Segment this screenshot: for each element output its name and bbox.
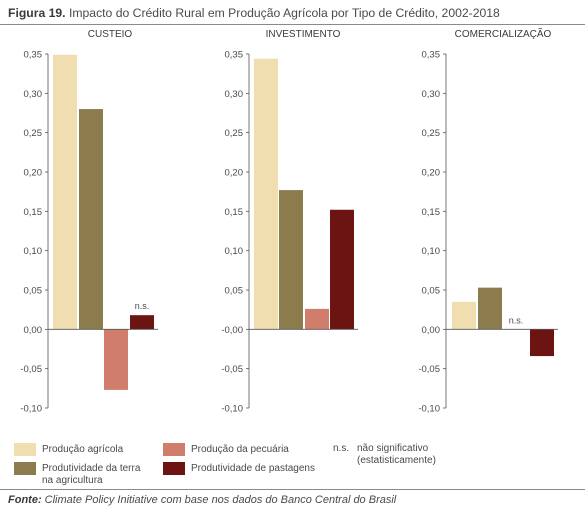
y-tick-label: 0,25 (422, 128, 441, 139)
y-tick-label: 0,10 (225, 246, 244, 257)
y-tick-label: -0,05 (20, 364, 42, 375)
legend-item-produtividade-terra: Produtividade da terra na agricultura (14, 462, 164, 488)
bar-custeio-3 (104, 329, 128, 390)
y-tick-label: 0,15 (422, 207, 441, 218)
legend-swatch (14, 462, 36, 475)
y-tick-label: 0,00 (422, 325, 441, 336)
bar-comercializacao-4 (530, 329, 554, 357)
ns-annotation: n.s. (135, 301, 150, 311)
y-tick-label: -0,05 (418, 364, 440, 375)
y-tick-label: -0,05 (221, 364, 243, 375)
y-tick-label: -0,10 (221, 404, 243, 415)
legend-label: Produtividade da terra na agricultura (42, 463, 141, 486)
legend-swatch (163, 443, 185, 456)
y-tick-label: 0,05 (24, 286, 43, 297)
legend-item-producao-agricola: Produção agrícola (14, 443, 164, 457)
figure-title: Figura 19. Impacto do Crédito Rural em P… (8, 6, 500, 20)
y-tick-label: 0,20 (225, 168, 244, 179)
y-tick-label: -0,00 (221, 325, 243, 336)
y-tick-label: 0,15 (225, 207, 244, 218)
y-tick-label: 0,10 (24, 246, 43, 257)
y-tick-label: 0,15 (24, 207, 43, 218)
y-tick-label: 0,05 (422, 286, 441, 297)
y-tick-label: 0,30 (24, 89, 43, 100)
panel-title-investimento: INVESTIMENTO (266, 29, 341, 40)
ns-annotation: n.s. (509, 315, 524, 325)
bar-custeio-2 (79, 109, 103, 330)
legend-label: Produtividade de pastagens (191, 463, 315, 474)
legend-swatch (163, 462, 185, 475)
y-tick-label: 0,35 (422, 50, 441, 61)
y-tick-label: -0,10 (418, 404, 440, 415)
y-tick-label: -0,10 (20, 404, 42, 415)
figure-title-text: Impacto do Crédito Rural em Produção Agr… (68, 6, 500, 20)
figure-label: Figura 19. (8, 6, 66, 20)
bar-investimento-3 (305, 308, 329, 330)
y-tick-label: 0,00 (24, 325, 43, 336)
y-tick-label: 0,25 (24, 128, 43, 139)
bar-investimento-4 (330, 209, 354, 330)
legend-item-produtividade-pastagens: Produtividade de pastagens (163, 462, 333, 476)
bar-custeio-4 (130, 315, 154, 330)
bar-custeio-1 (53, 54, 77, 330)
y-tick-label: 0,30 (422, 89, 441, 100)
bar-investimento-1 (254, 58, 278, 330)
bottom-rule (0, 489, 585, 490)
y-tick-label: 0,25 (225, 128, 244, 139)
legend-label: Produção da pecuária (191, 444, 289, 455)
source-text: Climate Policy Initiative com base nos d… (44, 494, 397, 506)
y-tick-label: 0,35 (225, 50, 244, 61)
bar-comercializacao-1 (452, 301, 476, 330)
y-tick-label: 0,20 (422, 168, 441, 179)
panel-title-comercializacao: COMERCIALIZAÇÃO (455, 27, 552, 40)
legend-swatch (14, 443, 36, 456)
y-tick-label: 0,30 (225, 89, 244, 100)
y-tick-label: 0,35 (24, 50, 43, 61)
legend-item-producao-pecuaria: Produção da pecuária (163, 443, 333, 457)
bar-investimento-2 (279, 190, 303, 330)
legend-label: Produção agrícola (42, 444, 124, 455)
y-tick-label: 0,20 (24, 168, 43, 179)
source-lead: Fonte: (8, 494, 42, 506)
source-note: Fonte: Climate Policy Initiative com bas… (8, 494, 396, 506)
top-rule (0, 24, 585, 25)
legend-ns-symbol: n.s. (333, 443, 350, 454)
legend-ns-text: não significativo (estatisticamente) (357, 443, 436, 466)
y-tick-label: 0,05 (225, 286, 244, 297)
y-tick-label: 0,10 (422, 246, 441, 257)
bar-comercializacao-2 (478, 287, 502, 330)
panel-title-custeio: CUSTEIO (88, 29, 133, 40)
